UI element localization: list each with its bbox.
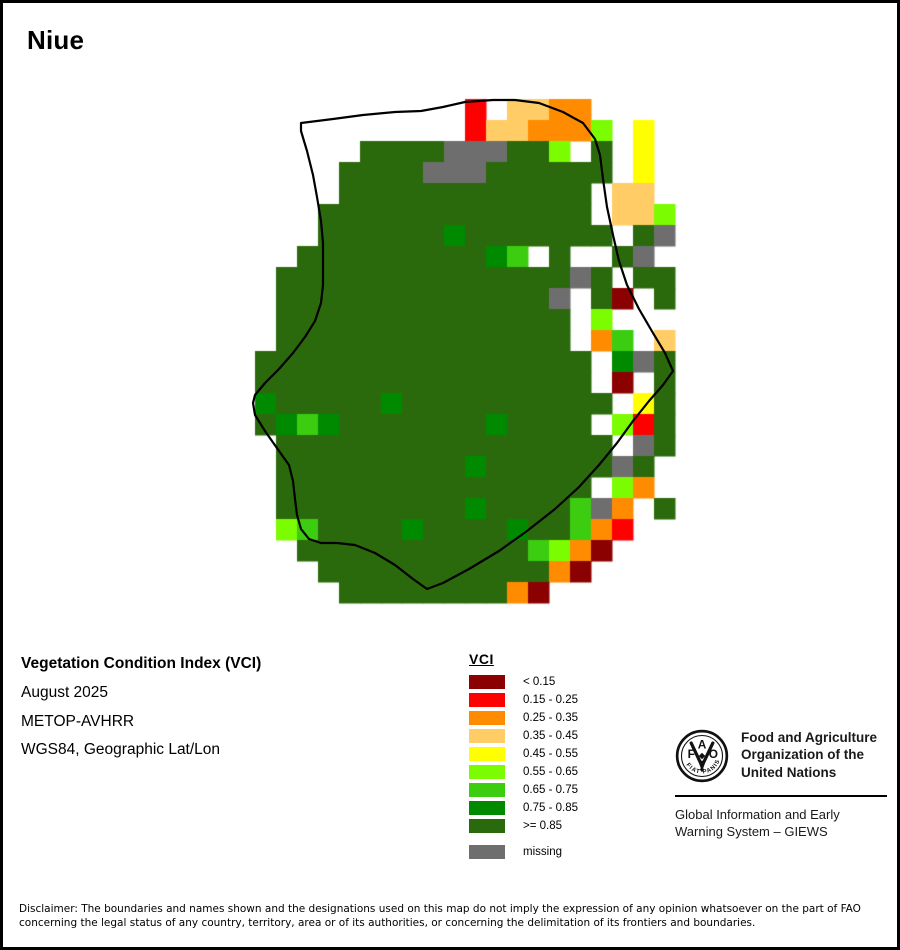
fao-branding: F A O FIAT PANIS Food and Agriculture Or… <box>675 729 887 840</box>
caption-line-sensor: METOP-AVHRR <box>21 712 135 730</box>
legend-item-missing-swatch <box>469 845 505 859</box>
legend-item-5-label: 0.55 - 0.65 <box>523 766 578 778</box>
legend-item-4-label: 0.45 - 0.55 <box>523 748 578 760</box>
legend-item-2[interactable]: 0.25 - 0.35 <box>469 710 639 726</box>
legend-item-7-label: 0.75 - 0.85 <box>523 802 578 814</box>
disclaimer-line-2: concerning the legal status of any count… <box>19 917 756 930</box>
giews-line-2: Warning System – GIEWS <box>675 824 828 840</box>
legend: VCI < 0.15 0.15 - 0.25 0.25 - 0.35 0.35 - 0… <box>469 651 639 862</box>
legend-item-4-swatch <box>469 747 505 761</box>
legend-item-6-swatch <box>469 783 505 797</box>
legend-title: VCI <box>469 651 494 667</box>
legend-item-3[interactable]: 0.35 - 0.45 <box>469 728 639 744</box>
country-border-outline <box>251 98 675 591</box>
legend-item-6[interactable]: 0.65 - 0.75 <box>469 782 639 798</box>
legend-item-6-label: 0.65 - 0.75 <box>523 784 578 796</box>
disclaimer: Disclaimer: The boundaries and names sho… <box>19 902 885 930</box>
fao-org-line-2: Organization of the <box>741 747 864 763</box>
legend-item-0-label: < 0.15 <box>523 676 556 688</box>
vci-raster-layer <box>3 3 897 643</box>
caption-line-projection: WGS84, Geographic Lat/Lon <box>21 741 221 759</box>
fao-logo-icon: F A O FIAT PANIS <box>675 729 729 783</box>
legend-item-3-swatch <box>469 729 505 743</box>
legend-item-7-swatch <box>469 801 505 815</box>
legend-item-missing-label: missing <box>523 846 562 858</box>
fao-divider <box>675 795 887 797</box>
legend-item-8[interactable]: >= 0.85 <box>469 818 639 834</box>
legend-item-8-swatch <box>469 819 505 833</box>
map-canvas <box>3 3 897 643</box>
legend-item-2-swatch <box>469 711 505 725</box>
caption-line-date: August 2025 <box>21 683 109 701</box>
fao-org-line-1: Food and Agriculture <box>741 730 877 745</box>
map-caption: Vegetation Condition Index (VCI) August … <box>21 655 441 770</box>
legend-item-missing[interactable]: missing <box>469 844 639 860</box>
legend-item-7[interactable]: 0.75 - 0.85 <box>469 800 639 816</box>
legend-item-5-swatch <box>469 765 505 779</box>
legend-item-1[interactable]: 0.15 - 0.25 <box>469 692 639 708</box>
legend-item-8-label: >= 0.85 <box>523 820 563 832</box>
legend-item-5[interactable]: 0.55 - 0.65 <box>469 764 639 780</box>
disclaimer-line-1: Disclaimer: The boundaries and names sho… <box>19 903 861 915</box>
giews-label: Global Information and Early Warning Sys… <box>675 806 887 840</box>
country-border-layer <box>251 98 675 591</box>
legend-item-2-label: 0.25 - 0.35 <box>523 712 578 724</box>
legend-item-1-swatch <box>469 693 505 707</box>
giews-line-1: Global Information and Early <box>675 807 840 822</box>
legend-items: < 0.15 0.15 - 0.25 0.25 - 0.35 0.35 - 0.45 0… <box>469 674 639 860</box>
fao-organization-name: Food and Agriculture Organization of the… <box>741 729 877 781</box>
svg-text:O: O <box>709 747 718 761</box>
legend-item-1-label: 0.15 - 0.25 <box>523 694 578 706</box>
fao-org-line-3: United Nations <box>741 764 837 780</box>
caption-line-index: Vegetation Condition Index (VCI) <box>21 655 262 672</box>
legend-item-3-label: 0.35 - 0.45 <box>523 730 578 742</box>
legend-item-0[interactable]: < 0.15 <box>469 674 639 690</box>
fao-header: F A O FIAT PANIS Food and Agriculture Or… <box>675 729 887 783</box>
svg-text:F: F <box>688 747 695 761</box>
svg-text:A: A <box>698 737 707 751</box>
legend-item-0-swatch <box>469 675 505 689</box>
legend-item-4[interactable]: 0.45 - 0.55 <box>469 746 639 762</box>
